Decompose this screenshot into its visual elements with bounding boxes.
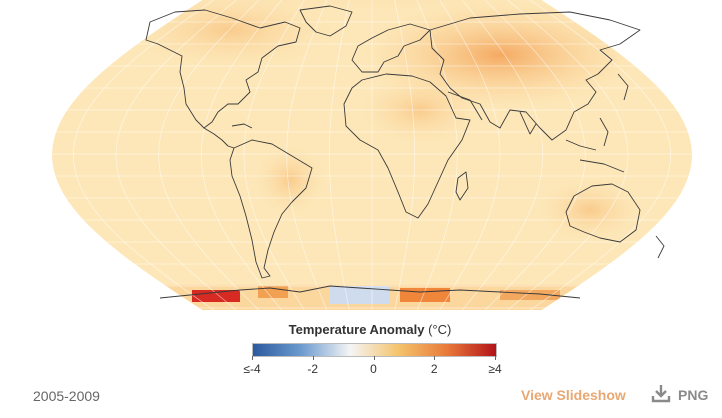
graticule-meridian bbox=[200, 0, 282, 310]
legend-tick-label: -2 bbox=[307, 362, 319, 376]
graticule-meridian bbox=[115, 0, 237, 310]
graticule-meridian bbox=[394, 0, 416, 310]
view-slideshow-link[interactable]: View Slideshow bbox=[521, 387, 626, 403]
legend-tick-mark bbox=[252, 356, 253, 360]
graticule-meridian bbox=[484, 0, 586, 310]
temperature-anomaly-map bbox=[52, 0, 692, 310]
legend-tick-mark bbox=[312, 356, 314, 360]
anomaly-field bbox=[52, 0, 692, 310]
graticule-meridian bbox=[328, 0, 350, 310]
graticule-meridian bbox=[416, 0, 458, 310]
time-period-label: 2005-2009 bbox=[33, 388, 100, 404]
graticule-meridian bbox=[462, 0, 544, 310]
graticule-meridian bbox=[530, 0, 672, 310]
world-map bbox=[52, 0, 692, 310]
legend-tick-label: ≥4 bbox=[488, 362, 502, 376]
graticule-meridian bbox=[286, 0, 328, 310]
legend-tick-mark bbox=[495, 356, 496, 360]
graticule-grid bbox=[52, 0, 692, 310]
legend-tick-label: ≤-4 bbox=[243, 362, 261, 376]
png-label: PNG bbox=[678, 387, 709, 403]
graticule-meridian bbox=[158, 0, 260, 310]
download-icon bbox=[651, 385, 671, 403]
legend-tick-label: 0 bbox=[370, 362, 377, 376]
legend-unit: (°C) bbox=[428, 322, 452, 337]
graticule-meridian bbox=[439, 0, 501, 310]
legend-title-text: Temperature Anomaly bbox=[288, 322, 425, 337]
graticule-meridian bbox=[243, 0, 305, 310]
legend-color-bar bbox=[252, 343, 497, 357]
legend-tick-mark bbox=[434, 356, 436, 360]
legend-title: Temperature Anomaly (°C) bbox=[240, 322, 500, 337]
coastlines bbox=[145, 5, 665, 299]
graticule-meridian bbox=[72, 0, 214, 310]
graticule-meridian bbox=[507, 0, 629, 310]
legend-tick-mark bbox=[373, 356, 375, 360]
legend-tick-label: 2 bbox=[430, 362, 438, 376]
color-legend: Temperature Anomaly (°C) ≤-4 -2 0 2 ≥4 bbox=[240, 322, 501, 376]
